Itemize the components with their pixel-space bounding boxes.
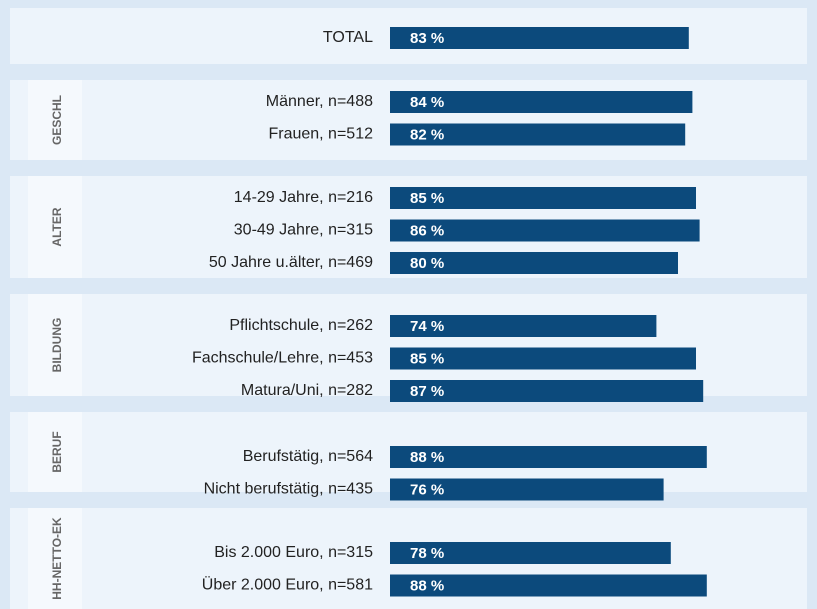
value-label: 80 %	[410, 255, 444, 272]
group-label: ALTER	[50, 207, 64, 246]
category-label: Nicht berufstätig, n=435	[204, 481, 374, 498]
bar	[390, 380, 704, 402]
bar	[390, 27, 689, 49]
value-label: 88 %	[410, 577, 444, 594]
group-label: BILDUNG	[50, 318, 64, 373]
category-label: 14-29 Jahre, n=216	[234, 189, 373, 206]
bar	[390, 91, 693, 113]
bar	[390, 187, 696, 209]
category-label: Männer, n=488	[266, 93, 373, 110]
bar	[390, 219, 700, 242]
group-label-cell	[28, 176, 82, 278]
value-label: 87 %	[410, 383, 444, 400]
bar	[390, 315, 657, 337]
category-label: 30-49 Jahre, n=315	[234, 222, 373, 239]
category-label: Berufstätig, n=564	[243, 448, 373, 465]
group-label-cell	[28, 80, 82, 160]
category-label: Fachschule/Lehre, n=453	[192, 350, 373, 367]
group-label-cell	[28, 508, 82, 609]
value-label: 78 %	[410, 545, 444, 562]
bar	[390, 347, 696, 370]
bar	[390, 542, 671, 564]
value-label: 76 %	[410, 481, 444, 498]
category-label: Matura/Uni, n=282	[241, 382, 373, 399]
value-label: 85 %	[410, 190, 444, 207]
bar	[390, 446, 707, 468]
bar	[390, 574, 707, 597]
category-label: TOTAL	[323, 29, 373, 46]
value-label: 85 %	[410, 350, 444, 367]
value-label: 74 %	[410, 318, 444, 335]
category-label: Über 2.000 Euro, n=581	[202, 576, 373, 594]
panel	[10, 294, 807, 396]
category-label: Bis 2.000 Euro, n=315	[214, 544, 373, 561]
bar	[390, 478, 664, 501]
group-label: GESCHL	[50, 95, 64, 145]
bar	[390, 123, 686, 146]
bar	[390, 252, 678, 274]
group-label-cell	[28, 294, 82, 396]
group-label-cell	[28, 412, 82, 492]
group-label: HH-NETTO-EK	[50, 517, 64, 600]
value-label: 82 %	[410, 126, 444, 143]
value-label: 84 %	[410, 94, 444, 111]
group-label: BERUF	[50, 431, 64, 472]
category-label: Pflichtschule, n=262	[229, 317, 373, 334]
value-label: 86 %	[410, 222, 444, 239]
category-label: Frauen, n=512	[268, 126, 373, 143]
value-label: 88 %	[410, 449, 444, 466]
category-label: 50 Jahre u.älter, n=469	[209, 254, 373, 271]
value-label: 83 %	[410, 30, 444, 47]
